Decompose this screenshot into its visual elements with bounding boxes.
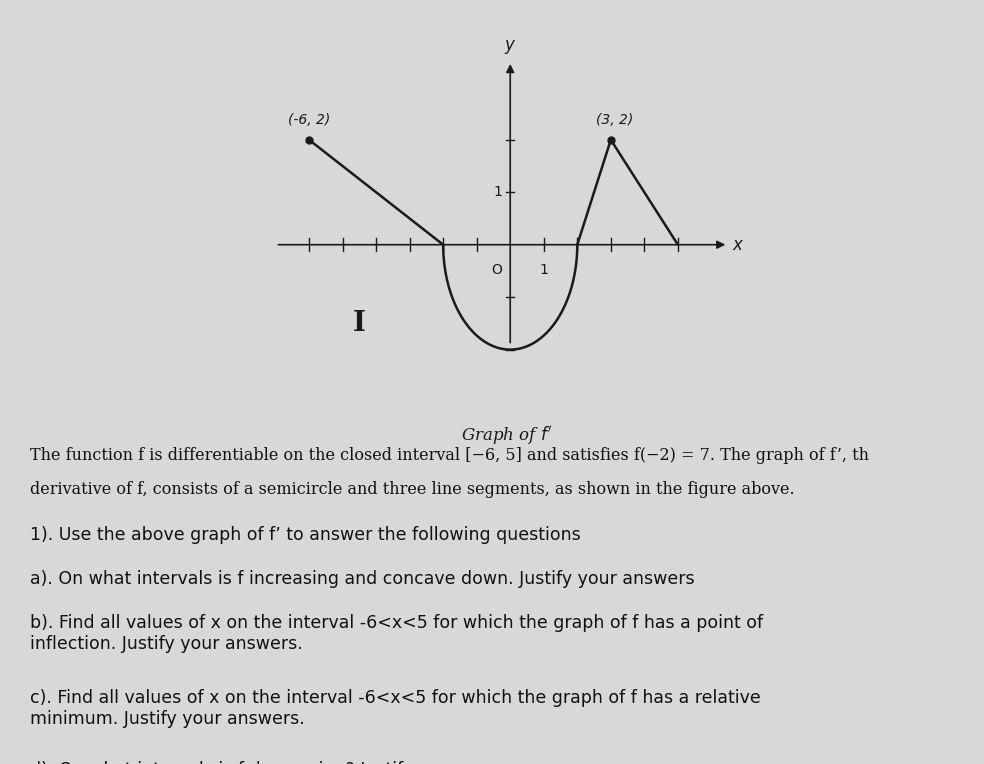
Text: 1: 1 bbox=[539, 263, 548, 277]
Text: d). On what intervals is f decreasing? Justify your answers.: d). On what intervals is f decreasing? J… bbox=[30, 761, 541, 764]
Text: b). Find all values of x on the interval -6<x<5 for which the graph of f has a p: b). Find all values of x on the interval… bbox=[30, 613, 763, 652]
Text: (3, 2): (3, 2) bbox=[595, 112, 633, 127]
Text: (-6, 2): (-6, 2) bbox=[288, 112, 331, 127]
Text: c). Find all values of x on the interval -6<x<5 for which the graph of f has a r: c). Find all values of x on the interval… bbox=[30, 689, 761, 728]
Text: derivative of f, consists of a semicircle and three line segments, as shown in t: derivative of f, consists of a semicircl… bbox=[30, 481, 794, 497]
Text: $x$: $x$ bbox=[731, 236, 744, 254]
Text: $y$: $y$ bbox=[504, 38, 517, 56]
Text: 1: 1 bbox=[493, 185, 502, 199]
Text: a). On what intervals is f increasing and concave down. Justify your answers: a). On what intervals is f increasing an… bbox=[30, 570, 694, 588]
Text: The function f is differentiable on the closed interval [−6, 5] and satisfies f(: The function f is differentiable on the … bbox=[30, 447, 869, 464]
Text: I: I bbox=[353, 310, 366, 337]
Text: Graph of $f'$: Graph of $f'$ bbox=[461, 424, 553, 447]
Text: 1). Use the above graph of f’ to answer the following questions: 1). Use the above graph of f’ to answer … bbox=[30, 526, 581, 545]
Text: O: O bbox=[491, 263, 502, 277]
